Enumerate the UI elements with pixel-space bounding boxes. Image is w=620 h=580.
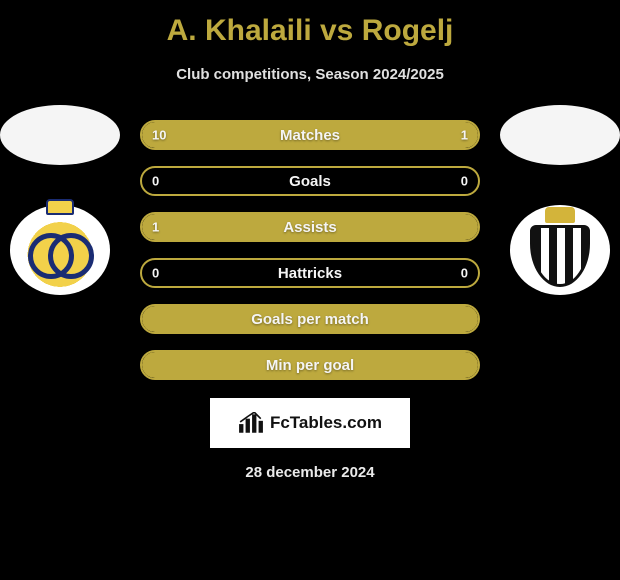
club-ring-icon [48, 233, 94, 279]
left-player-panel [0, 105, 130, 295]
left-club-badge [10, 205, 110, 295]
subtitle: Club competitions, Season 2024/2025 [0, 66, 620, 83]
bar-value-right: 1 [461, 128, 468, 143]
page-title: A. Khalaili vs Rogelj [0, 0, 620, 48]
left-player-avatar [0, 105, 120, 165]
bar-label: Goals [289, 173, 331, 190]
crown-icon [545, 207, 575, 223]
right-club-badge [510, 205, 610, 295]
stat-bar: 1 Assists [140, 212, 480, 242]
right-player-avatar [500, 105, 620, 165]
right-player-panel [490, 105, 620, 295]
date-caption: 28 december 2024 [0, 464, 620, 481]
bar-label: Matches [280, 127, 340, 144]
bar-value-right: 0 [461, 266, 468, 281]
bars-icon [238, 412, 264, 434]
stat-bar: 10 1 Matches [140, 120, 480, 150]
stat-bar: 0 0 Goals [140, 166, 480, 196]
bar-value-right: 0 [461, 174, 468, 189]
bar-value-left: 10 [152, 128, 166, 143]
stat-bars: 10 1 Matches 0 0 Goals 1 Assists 0 0 Hattricks Goal… [140, 120, 480, 380]
stat-bar: Min per goal [140, 350, 480, 380]
stat-bar: 0 0 Hattricks [140, 258, 480, 288]
bar-value-left: 1 [152, 220, 159, 235]
main-area: 10 1 Matches 0 0 Goals 1 Assists 0 0 Hattricks Goal… [0, 105, 620, 481]
bar-label: Min per goal [266, 357, 354, 374]
bar-label: Assists [283, 219, 336, 236]
brand-badge: FcTables.com [210, 398, 410, 448]
bar-value-left: 0 [152, 266, 159, 281]
bar-label: Goals per match [251, 311, 369, 328]
crown-icon [46, 199, 74, 215]
brand-text: FcTables.com [270, 413, 382, 433]
bar-label: Hattricks [278, 265, 342, 282]
bar-value-left: 0 [152, 174, 159, 189]
stat-bar: Goals per match [140, 304, 480, 334]
